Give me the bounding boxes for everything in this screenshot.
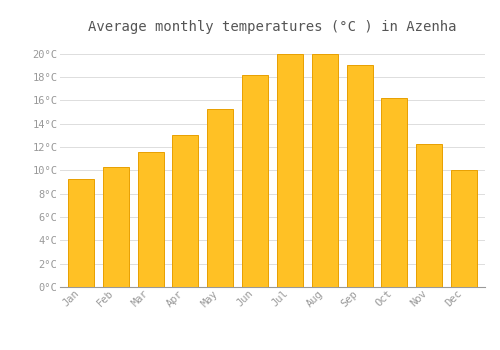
- Bar: [277, 54, 303, 287]
- Bar: [312, 54, 338, 287]
- Bar: [451, 170, 477, 287]
- Bar: [102, 167, 129, 287]
- Bar: [346, 65, 372, 287]
- Bar: [242, 75, 268, 287]
- Bar: [68, 178, 94, 287]
- Bar: [382, 98, 407, 287]
- Bar: [207, 108, 234, 287]
- Title: Average monthly temperatures (°C ) in Azenha: Average monthly temperatures (°C ) in Az…: [88, 20, 457, 34]
- Bar: [138, 152, 164, 287]
- Bar: [172, 135, 199, 287]
- Bar: [416, 144, 442, 287]
